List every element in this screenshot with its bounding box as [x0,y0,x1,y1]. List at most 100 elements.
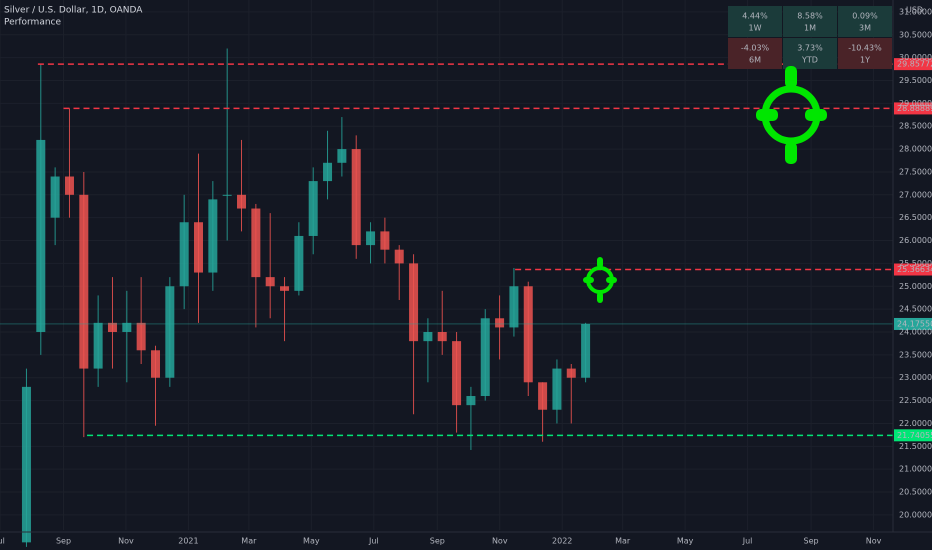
y-tick-label: 30.00000 [899,53,932,62]
candle-body [136,322,146,351]
candle-body [480,318,490,397]
annotations: 29.85772 28.88889 25.36634 21.74055 24.17550 [0,58,932,442]
y-tick-label: 25.00000 [899,282,932,291]
candle-body [466,396,476,406]
performance-value: -10.43% [848,44,882,53]
y-tick-label: 21.00000 [899,465,932,474]
candle-body [552,368,562,410]
y-tick-label: 23.00000 [899,373,932,382]
candle-body [566,368,576,378]
y-tick-label: 22.50000 [899,396,932,405]
x-tick-label: May [303,537,320,546]
y-tick-label: 28.50000 [899,122,932,131]
y-tick-label: 24.50000 [899,305,932,314]
performance-period: 3M [859,24,871,33]
candle-body [265,277,275,287]
level-label: 25.36634 [897,265,932,274]
performance-cell [728,6,782,37]
performance-cell [838,6,892,37]
candle-body [36,139,46,332]
performance-value: 4.44% [742,12,768,21]
candle-body [308,181,318,236]
candle-body [21,386,31,543]
y-tick-label: 26.00000 [899,236,932,245]
x-tick-label: Jul [368,537,379,546]
x-tick-label: May [677,537,694,546]
x-tick-label: Mar [615,537,631,546]
performance-cell [838,38,892,69]
last-price-box [894,317,932,330]
candle-body [409,263,419,342]
x-tick-label: Nov [866,537,882,546]
performance-cell [728,38,782,69]
candle-body [351,149,361,246]
performance-period: 6M [749,56,761,65]
candle-body [107,322,117,332]
x-tick-label: 2021 [178,537,198,546]
candle-body [194,222,204,273]
x-tick-label: Sep [56,537,71,546]
y-tick-label: 20.00000 [899,510,932,519]
candle-body [64,176,74,195]
performance-period: 1Y [860,56,870,65]
candle-body [581,323,591,378]
candle-body [423,331,433,342]
y-tick-label: 23.50000 [899,350,932,359]
target-icon-large [756,66,827,164]
candle-body [509,286,519,328]
level-box [894,102,932,115]
level-box [894,263,932,276]
performance-period: YTD [801,56,818,65]
level-label: 21.74055 [897,431,932,440]
unit-label: USD [906,6,923,15]
performance-value: 3.73% [797,44,823,53]
x-tick-label: Jul [0,537,5,546]
y-tick-label: 30.50000 [899,30,932,39]
performance-period: 1W [749,24,762,33]
candle-body [523,286,533,383]
axes: 20.00000 20.50000 21.00000 21.50000 22.00000… [0,7,932,545]
level-label: 29.85772 [897,60,932,69]
performance-table: 4.44% 1W 8.58% 1M 0.09% 3M -4.03% 6M 3.73% YTD -10… [728,6,892,69]
x-tick-label: Sep [430,537,445,546]
candle-body [323,162,333,182]
y-tick-label: 29.00000 [899,99,932,108]
x-tick-label: Nov [118,537,134,546]
y-tick-label: 27.00000 [899,190,932,199]
candle-body [122,322,132,332]
y-tick-label: 28.00000 [899,145,932,154]
y-tick-label: 31.00000 [899,7,932,16]
y-tick-label: 20.50000 [899,488,932,497]
candle-body [179,222,189,287]
candle-body [495,318,505,328]
y-tick-label: 24.00000 [899,327,932,336]
last-price-label: 24.17550 [897,319,932,328]
x-tick-label: Sep [804,537,819,546]
performance-value: 8.58% [797,12,823,21]
candle-body [280,286,290,291]
x-tick-label: Nov [492,537,508,546]
x-tick-label: 2022 [552,537,572,546]
candle-body [251,208,261,278]
level-label: 28.88889 [897,104,932,113]
candle-body [150,350,160,378]
candle-body [79,194,89,369]
candle-body [208,199,218,273]
y-tick-label: 27.50000 [899,167,932,176]
performance-cell [783,38,837,69]
grid [0,0,893,530]
performance-period: 1M [804,24,816,33]
x-tick-label: Mar [241,537,257,546]
y-tick-label: 25.50000 [899,259,932,268]
candle-body [538,382,548,410]
candle-body [337,149,347,163]
performance-cell [783,6,837,37]
level-box [894,429,932,442]
y-tick-label: 22.00000 [899,419,932,428]
candle-body [394,249,404,264]
y-tick-label: 21.50000 [899,442,932,451]
performance-value: 0.09% [852,12,878,21]
candle-body [237,194,247,209]
x-tick-label: Jul [742,537,753,546]
